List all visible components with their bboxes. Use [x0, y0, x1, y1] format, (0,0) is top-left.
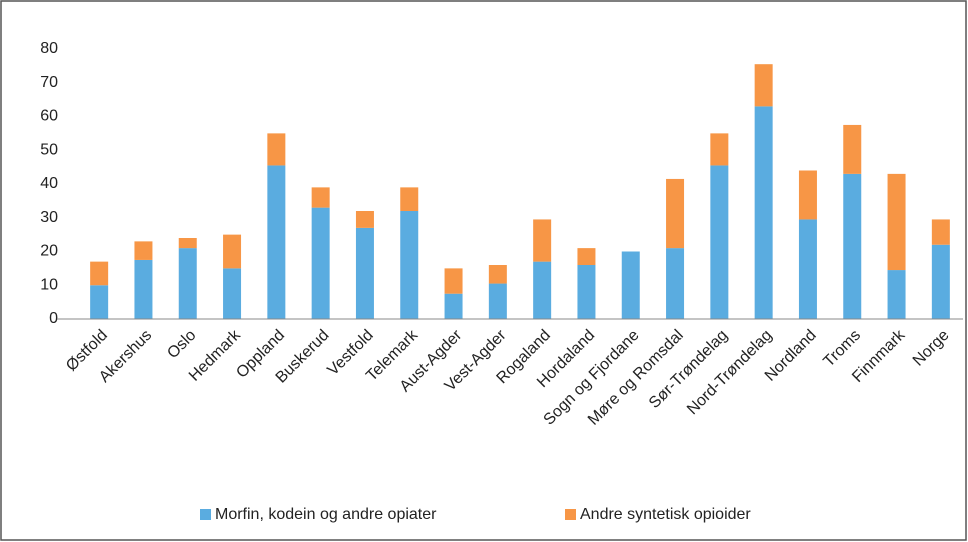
bar-segment: [267, 133, 286, 166]
bar-segment: [444, 293, 463, 319]
bar-segment: [798, 219, 817, 319]
bar-segment: [931, 219, 950, 245]
bar-segment: [400, 211, 419, 319]
bar-segment: [621, 251, 640, 319]
legend-swatch: [565, 509, 576, 520]
bar-segment: [710, 165, 729, 319]
bar-segment: [90, 261, 109, 286]
y-tick-label: 80: [40, 40, 58, 57]
y-tick-label: 70: [40, 74, 58, 91]
legend-label: Andre syntetisk opioider: [580, 506, 751, 523]
bar-segment: [887, 270, 906, 319]
bar-segment: [488, 265, 507, 284]
bar-segment: [178, 248, 197, 319]
bar-segment: [577, 248, 596, 265]
y-tick-label: 0: [49, 310, 58, 327]
bar-segment: [710, 133, 729, 166]
y-tick-label: 60: [40, 108, 58, 125]
bar-segment: [223, 268, 242, 319]
bar-segment: [134, 241, 153, 260]
bar-segment: [355, 211, 374, 228]
bar-segment: [267, 165, 286, 319]
y-tick-label: 10: [40, 276, 58, 293]
y-tick-label: 30: [40, 209, 58, 226]
bar-segment: [90, 285, 109, 319]
bar-segment: [311, 187, 330, 208]
bar-segment: [754, 64, 773, 107]
y-tick-label: 50: [40, 141, 58, 158]
bar-segment: [533, 219, 552, 262]
bar-segment: [666, 178, 685, 249]
bar-segment: [843, 124, 862, 174]
bar-segment: [577, 265, 596, 319]
bar-segment: [887, 173, 906, 271]
bar-segment: [843, 173, 862, 319]
bar-segment: [134, 259, 153, 319]
legend-swatch: [200, 509, 211, 520]
bar-segment: [223, 234, 242, 269]
bar-segment: [798, 170, 817, 220]
y-tick-label: 40: [40, 175, 58, 192]
legend-label: Morfin, kodein og andre opiater: [215, 506, 437, 523]
bar-segment: [355, 227, 374, 319]
bar-segment: [311, 207, 330, 319]
bar-segment: [666, 248, 685, 319]
bar-segment: [754, 106, 773, 319]
bar-segment: [444, 268, 463, 294]
bar-segment: [533, 261, 552, 319]
bar-segment: [488, 283, 507, 319]
y-tick-label: 20: [40, 243, 58, 260]
bar-segment: [931, 244, 950, 319]
bar-segment: [178, 238, 197, 249]
bar-segment: [400, 187, 419, 211]
